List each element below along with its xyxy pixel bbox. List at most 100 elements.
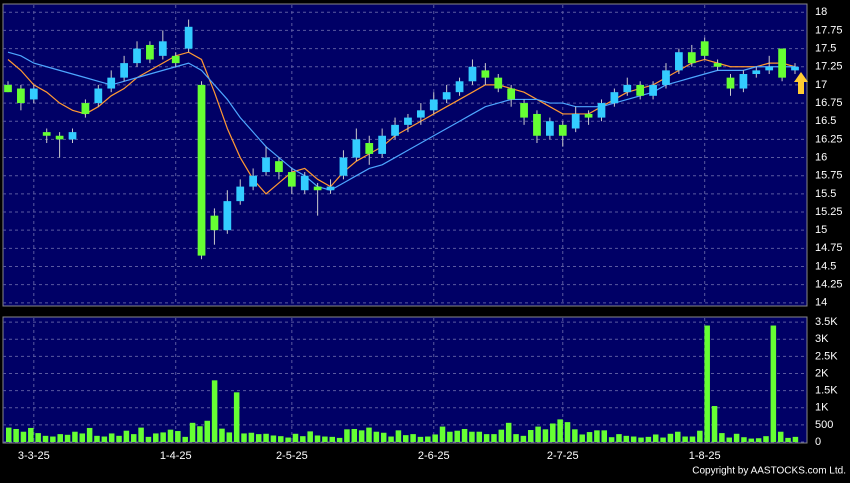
volume-bar [336, 437, 343, 442]
candle-body [133, 48, 141, 64]
y-tick-label: 1K [815, 402, 829, 414]
volume-bar [630, 436, 637, 442]
candle-body [352, 139, 361, 158]
candle-body [120, 63, 128, 78]
volume-bar [491, 434, 497, 442]
y-tick-label: 15.75 [815, 170, 843, 182]
volume-bar [564, 422, 571, 442]
volume-bar [454, 430, 460, 442]
candle-body [287, 172, 296, 187]
candle-body [313, 186, 322, 191]
volume-bar [197, 426, 203, 442]
volume-bar [226, 432, 233, 442]
y-tick-label: 17.25 [815, 61, 843, 73]
volume-bar [469, 431, 475, 442]
candle-body [662, 70, 670, 85]
candle-body [481, 70, 490, 78]
volume-bar [130, 434, 137, 442]
volume-bar [748, 438, 755, 442]
volume-bar [527, 430, 534, 442]
candle-body [675, 52, 683, 71]
volume-bar [380, 432, 387, 442]
volume-bar [20, 431, 27, 442]
candle-body [4, 84, 12, 93]
candle-body [146, 44, 154, 60]
y-tick-label: 15.5 [815, 188, 836, 200]
volume-bar [652, 434, 659, 442]
volume-bar [520, 435, 527, 442]
volume-bar [72, 431, 78, 442]
volume-bar [204, 420, 211, 442]
volume-bar [358, 430, 365, 442]
volume-bar [388, 436, 394, 442]
volume-bar [608, 437, 615, 442]
volume-bar [777, 431, 784, 442]
x-tick-label: 3-3-25 [18, 450, 50, 462]
volume-bar [329, 436, 335, 442]
candle-body [404, 117, 412, 125]
candle-body [700, 41, 709, 56]
volume-bar [175, 431, 181, 442]
candle-body [184, 26, 193, 49]
x-tick-label: 2-5-25 [276, 450, 308, 462]
volume-bar [351, 428, 358, 442]
copyright: Copyright by AASTOCKS.com Ltd. [692, 466, 846, 477]
volume-bar [64, 434, 71, 442]
volume-bar [726, 437, 732, 442]
candle-body [571, 113, 580, 129]
y-tick-label: 14.5 [815, 260, 836, 272]
volume-bar [645, 436, 652, 442]
candle-body [713, 63, 722, 67]
candle-body [687, 52, 696, 64]
volume-bar [594, 430, 600, 442]
volume-bar [160, 432, 166, 442]
volume-bar [219, 428, 225, 442]
candle-body [778, 48, 786, 78]
candle-body [210, 215, 219, 231]
candle-body [507, 88, 516, 100]
volume-bar [189, 422, 196, 442]
volume-bar [483, 434, 490, 442]
volume-bar [94, 435, 100, 442]
volume-bar [476, 431, 483, 442]
candle-body [765, 66, 774, 71]
y-tick-label: 18 [815, 6, 827, 18]
volume-bar [505, 422, 512, 442]
candle-body [636, 84, 645, 96]
volume-bar [704, 325, 710, 442]
y-tick-label: 16 [815, 151, 827, 163]
volume-bar [557, 419, 563, 442]
candle-body [223, 201, 232, 231]
volume-bar [50, 436, 56, 442]
candle-body [378, 135, 387, 154]
y-tick-label: 14.75 [815, 242, 843, 254]
marks: 14 14.25 14.5 14.75 15 15.25 15.5 15.75 16 16.25 1… [3, 5, 843, 462]
volume-bar [675, 431, 681, 442]
volume-bar [248, 432, 255, 442]
volume-panel [2, 316, 808, 444]
candle-body [68, 132, 77, 140]
volume-bar [13, 428, 19, 442]
candle-body [42, 132, 51, 136]
candle-body [236, 186, 245, 202]
candle-body [442, 92, 451, 100]
volume-bar [285, 437, 291, 442]
volume-bar [42, 435, 49, 442]
volume-bar [403, 435, 409, 442]
volume-bar [711, 406, 718, 442]
volume-bar [292, 433, 299, 442]
candle-body [391, 124, 399, 136]
y-tick-label: 17.75 [815, 24, 843, 36]
candle-body [468, 66, 477, 82]
volume-bar [513, 434, 519, 442]
candle-body [326, 186, 335, 191]
volume-bar [108, 433, 115, 442]
volume-bar [395, 430, 402, 442]
volume-bar [211, 380, 218, 442]
volume-bar [255, 434, 262, 442]
volume-bar [667, 433, 674, 442]
volume-bar [270, 435, 277, 442]
y-tick-label: 500 [815, 419, 833, 431]
y-tick-label: 17 [815, 79, 827, 91]
